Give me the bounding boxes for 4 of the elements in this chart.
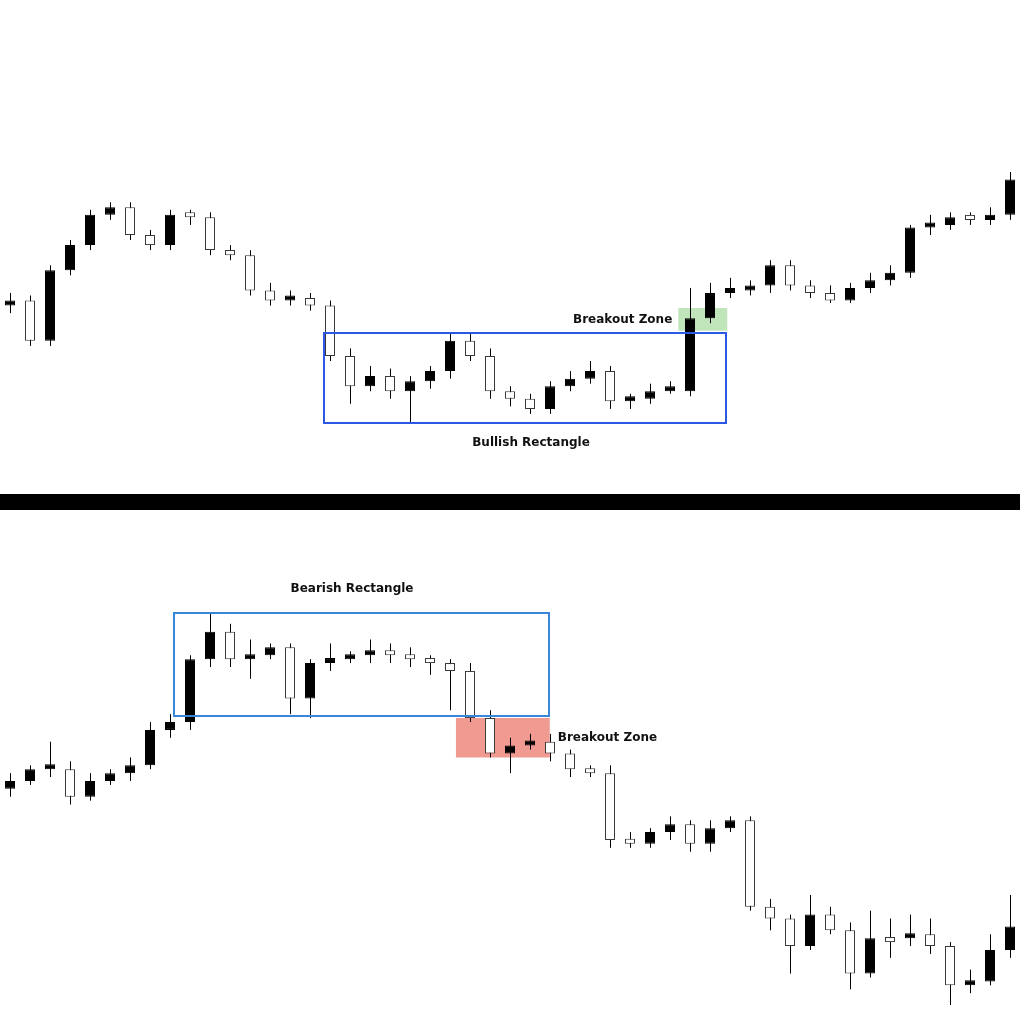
band-label: Breakout Zone	[557, 729, 658, 744]
text: Bearish Rectangle	[290, 581, 414, 596]
text: Bullish Rectangle	[472, 435, 590, 450]
band-label: Breakout Zone	[573, 311, 673, 326]
